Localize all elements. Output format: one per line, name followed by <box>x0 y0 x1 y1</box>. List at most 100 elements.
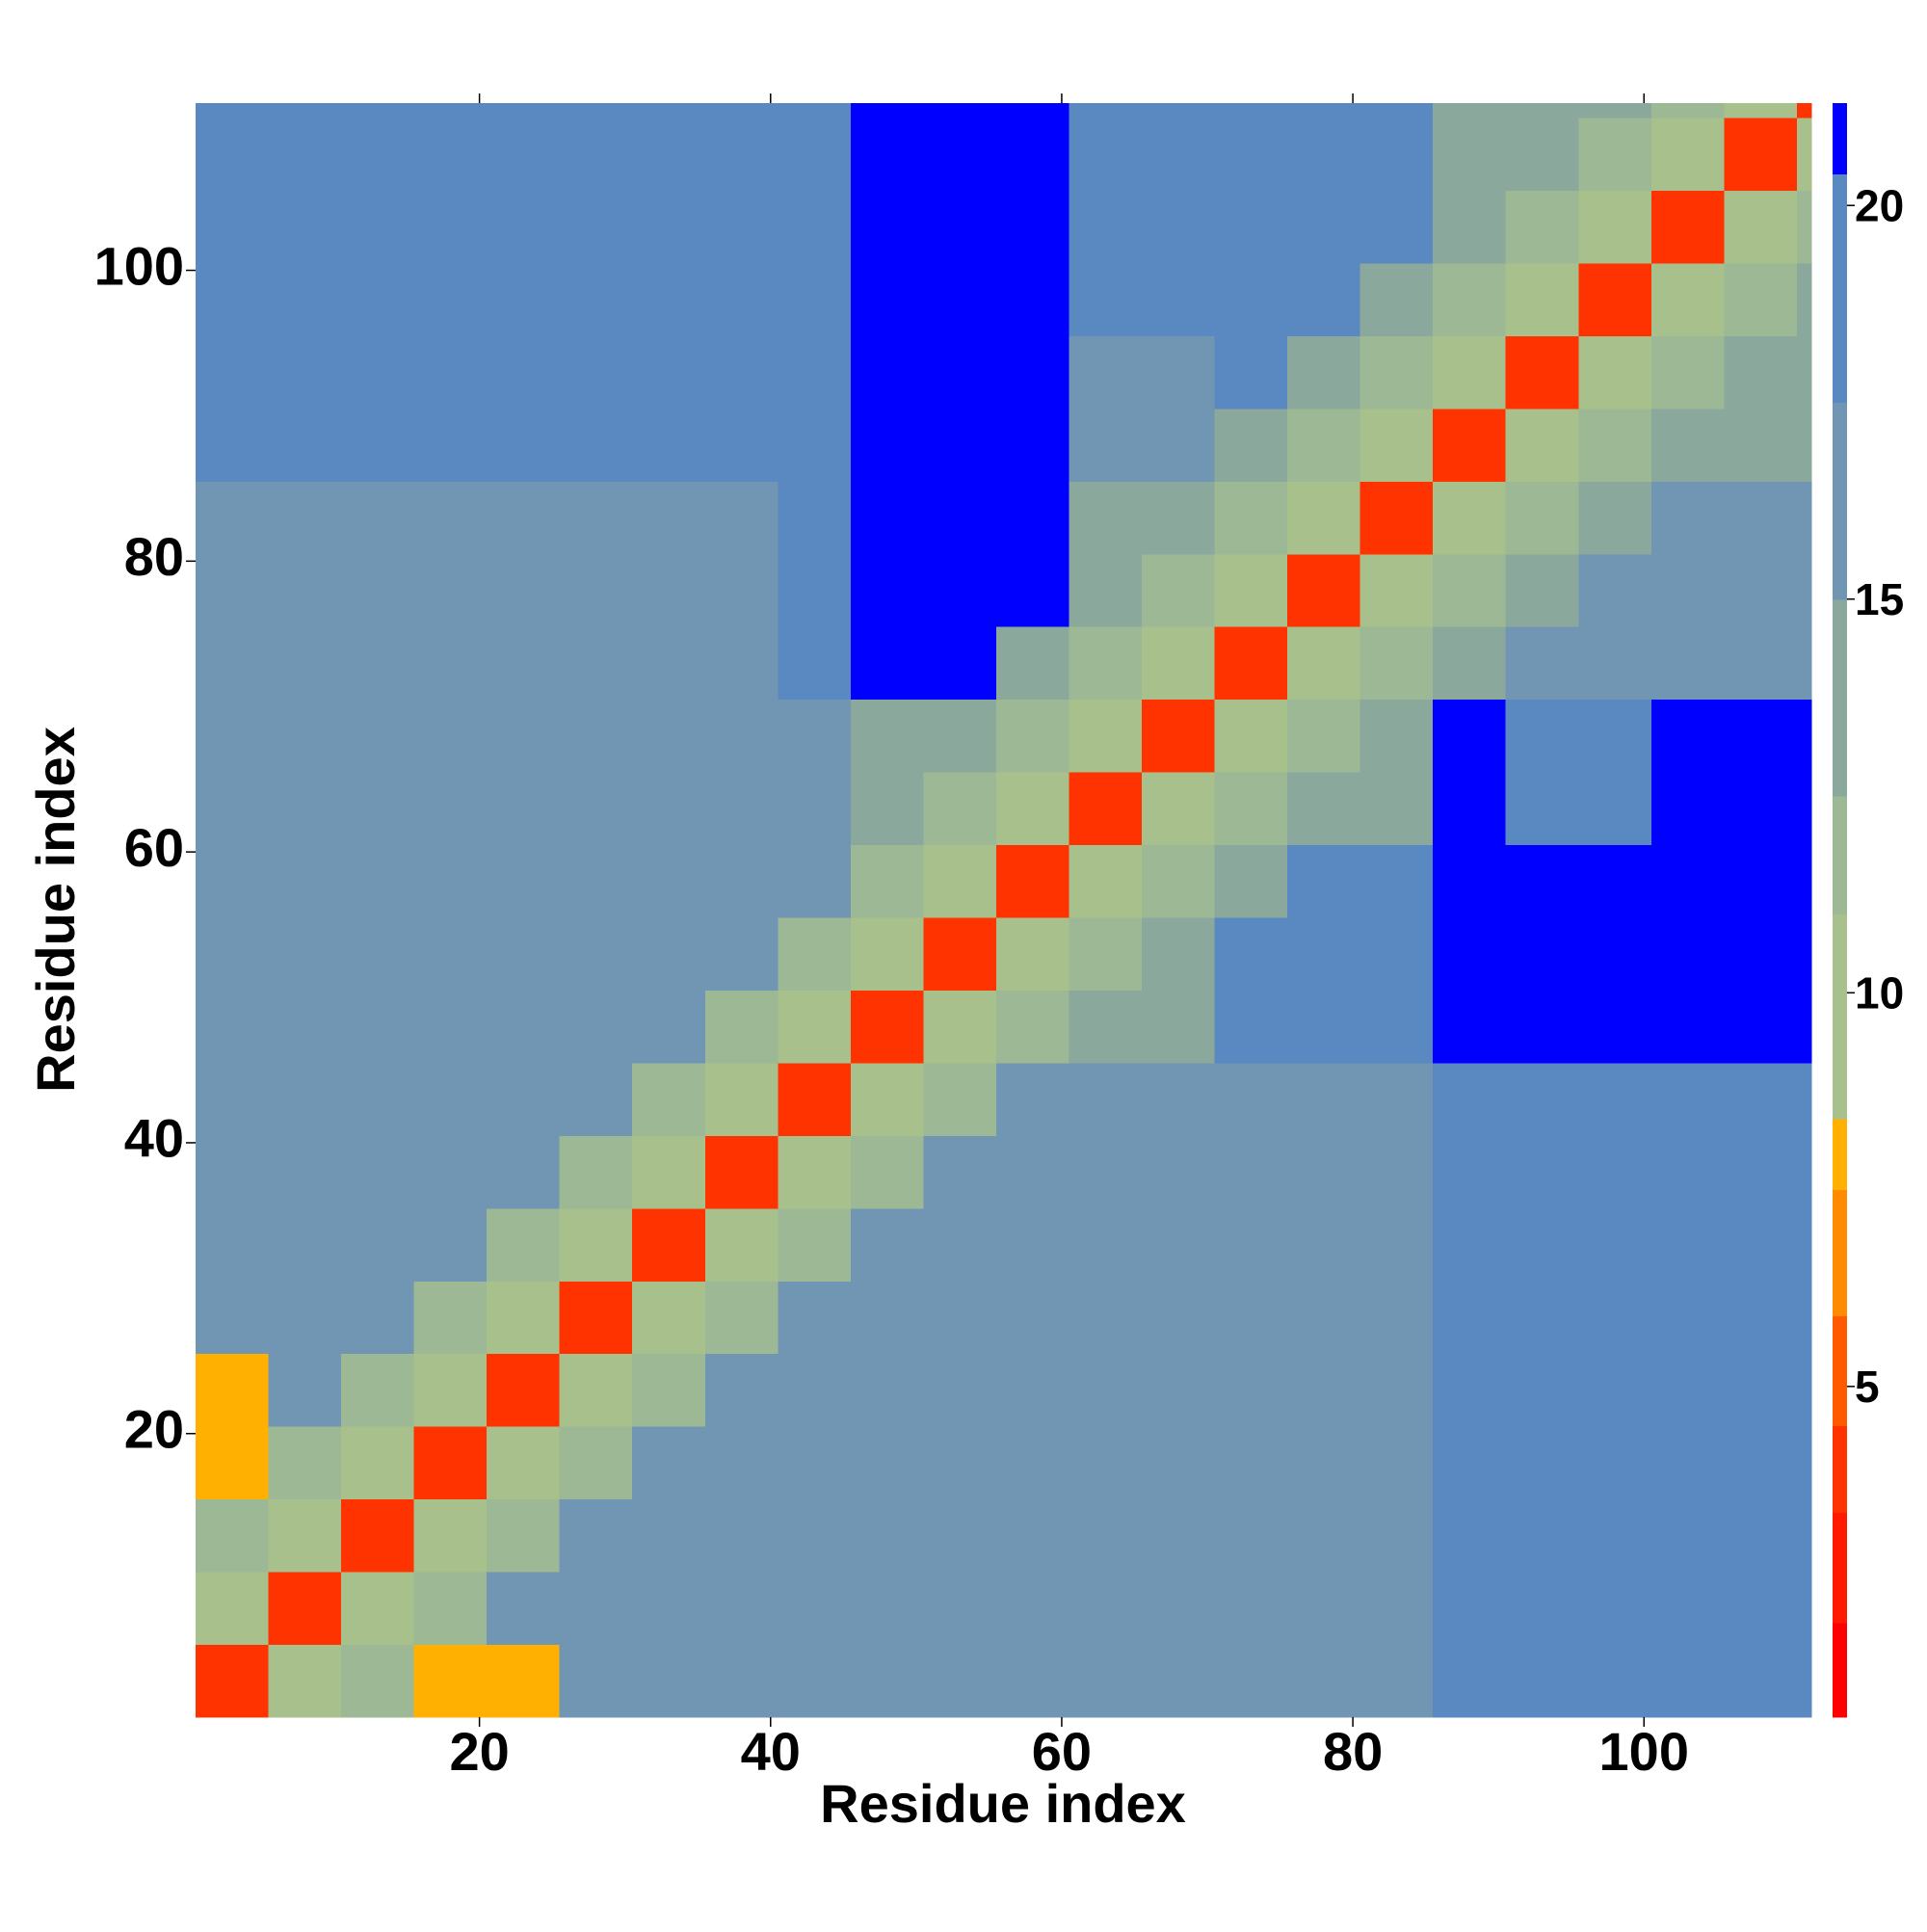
cell <box>1433 1353 1507 1427</box>
cell <box>1724 1426 1798 1500</box>
cell <box>559 118 633 192</box>
cell <box>1650 190 1725 264</box>
cell <box>1359 1498 1434 1573</box>
cell <box>1650 103 1725 119</box>
cell <box>923 408 997 482</box>
cell <box>704 699 779 773</box>
cell <box>196 1207 270 1282</box>
cell <box>1214 553 1288 627</box>
cell <box>1359 1062 1434 1136</box>
cell <box>268 1207 342 1282</box>
cell <box>413 1062 488 1136</box>
cell <box>704 772 779 846</box>
cell <box>1142 118 1216 192</box>
cell <box>1505 1135 1579 1209</box>
cell <box>1214 1644 1288 1718</box>
cell <box>1142 1062 1216 1136</box>
cell <box>1142 1498 1216 1573</box>
cell <box>1069 917 1143 991</box>
cell <box>1214 699 1288 773</box>
cell <box>1505 1062 1579 1136</box>
cell <box>1650 1281 1725 1355</box>
cell <box>487 1426 561 1500</box>
cell <box>778 1353 852 1427</box>
cell <box>704 1572 779 1646</box>
cell <box>1796 190 1812 264</box>
cell <box>1578 408 1652 482</box>
cell <box>632 1207 706 1282</box>
cell <box>1433 1281 1507 1355</box>
cell <box>268 1644 342 1718</box>
colorbar-segment <box>1833 402 1847 600</box>
cell <box>413 1135 488 1209</box>
cell <box>413 626 488 701</box>
cell <box>196 1281 270 1355</box>
y-tick-label: 40 <box>124 1108 184 1169</box>
cell <box>1578 917 1652 991</box>
cell <box>1578 335 1652 410</box>
colorbar-segment <box>1833 796 1847 915</box>
cell <box>1433 262 1507 336</box>
cell <box>1069 103 1143 119</box>
cell <box>632 1062 706 1136</box>
cell <box>632 1353 706 1427</box>
cell <box>1214 1207 1288 1282</box>
cell <box>559 262 633 336</box>
cell <box>1433 699 1507 773</box>
cell <box>559 626 633 701</box>
cell <box>923 190 997 264</box>
cell <box>268 1353 342 1427</box>
colorbar-segment <box>1833 1315 1847 1427</box>
cell <box>559 1572 633 1646</box>
cell <box>1505 335 1579 410</box>
cell <box>1578 1498 1652 1573</box>
cell <box>341 335 415 410</box>
cell <box>1069 481 1143 555</box>
cell <box>1796 335 1812 410</box>
cell <box>268 553 342 627</box>
cell <box>1214 103 1288 119</box>
cell <box>1069 335 1143 410</box>
cell <box>487 772 561 846</box>
cell <box>632 917 706 991</box>
cell <box>1287 190 1361 264</box>
cell <box>1724 118 1798 192</box>
cell <box>778 1644 852 1718</box>
cell <box>1724 1135 1798 1209</box>
cell <box>704 481 779 555</box>
cell <box>1724 990 1798 1064</box>
cell <box>413 118 488 192</box>
cell <box>1505 1644 1579 1718</box>
cell <box>778 626 852 701</box>
x-tick-label: 40 <box>741 1721 801 1782</box>
cell <box>995 118 1069 192</box>
cell <box>341 990 415 1064</box>
cell <box>196 1498 270 1573</box>
cell <box>632 1135 706 1209</box>
cell <box>1578 772 1652 846</box>
cell <box>778 481 852 555</box>
cell <box>196 1572 270 1646</box>
cell <box>1724 1281 1798 1355</box>
cell <box>1650 335 1725 410</box>
cell <box>1359 1572 1434 1646</box>
cell <box>1287 699 1361 773</box>
cell <box>1433 1644 1507 1718</box>
cell <box>923 118 997 192</box>
cell <box>196 1062 270 1136</box>
cell <box>1287 1135 1361 1209</box>
cell <box>487 699 561 773</box>
cell <box>1578 1207 1652 1282</box>
cell <box>268 190 342 264</box>
cell <box>1433 118 1507 192</box>
cell <box>487 408 561 482</box>
cell <box>559 1426 633 1500</box>
cell <box>1505 553 1579 627</box>
cell <box>559 553 633 627</box>
cell <box>1214 190 1288 264</box>
cell <box>1142 1281 1216 1355</box>
cell <box>995 1353 1069 1427</box>
cell <box>1214 1498 1288 1573</box>
cell <box>704 408 779 482</box>
cell <box>995 626 1069 701</box>
